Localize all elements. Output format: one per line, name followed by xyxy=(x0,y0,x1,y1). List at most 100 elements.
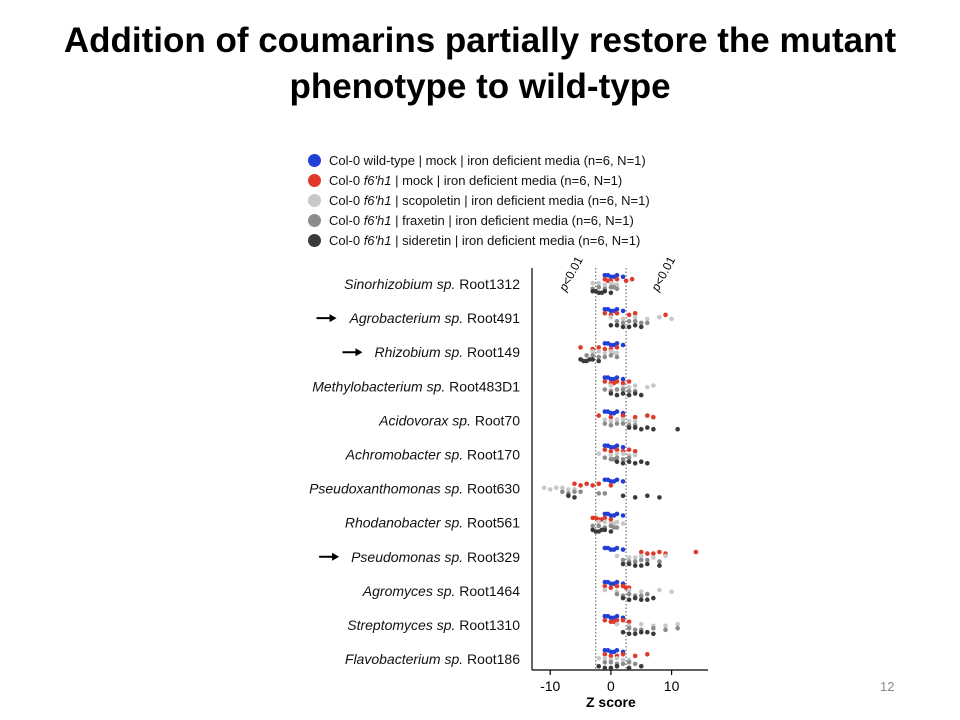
slide-number: 12 xyxy=(880,679,895,694)
data-point xyxy=(614,417,620,422)
data-point xyxy=(657,559,662,564)
data-point xyxy=(675,621,680,627)
data-point xyxy=(614,311,620,316)
data-point xyxy=(632,315,638,320)
data-point xyxy=(638,557,644,563)
category-genus: Sinorhizobium sp. xyxy=(344,276,455,292)
legend-marker xyxy=(308,193,321,207)
data-point xyxy=(593,529,599,534)
data-point xyxy=(651,426,656,432)
data-point xyxy=(620,657,626,663)
data-point xyxy=(645,461,650,466)
data-point xyxy=(602,354,608,360)
data-point xyxy=(663,627,668,633)
data-point xyxy=(572,495,577,500)
data-point xyxy=(620,316,626,322)
data-point xyxy=(620,421,626,426)
data-point xyxy=(626,597,632,602)
data-point xyxy=(663,623,668,629)
data-point xyxy=(657,315,662,320)
data-point xyxy=(605,272,611,278)
data-point xyxy=(645,493,650,499)
category-strain: Root329 xyxy=(463,549,520,565)
data-point xyxy=(608,665,614,671)
data-point xyxy=(614,387,620,392)
data-point xyxy=(626,660,632,665)
category-strain: Root561 xyxy=(463,515,520,531)
data-point xyxy=(632,414,638,420)
data-point xyxy=(590,353,595,358)
data-point xyxy=(638,589,644,594)
data-point xyxy=(602,417,608,422)
data-point xyxy=(626,319,632,324)
category-label: Agrobacterium sp. Root491 xyxy=(349,310,521,326)
data-point xyxy=(614,553,620,559)
data-point xyxy=(599,527,605,533)
data-point xyxy=(590,483,595,488)
data-point xyxy=(620,461,626,466)
legend-item: Col-0 f6'h1 | scopoletin | iron deficien… xyxy=(308,190,650,210)
data-point xyxy=(620,457,626,462)
data-point xyxy=(632,453,638,458)
legend-item: Col-0 f6'h1 | sideretin | iron deficient… xyxy=(308,230,650,250)
data-point xyxy=(608,323,614,328)
category-strain: Root483D1 xyxy=(445,378,520,394)
data-point xyxy=(620,413,626,418)
data-point xyxy=(608,453,614,458)
threshold-label: p<0.01 xyxy=(648,254,678,294)
data-point xyxy=(590,523,595,529)
data-point xyxy=(626,447,632,453)
data-point xyxy=(657,563,662,568)
category-label: Rhizobium sp. Root149 xyxy=(374,344,520,360)
data-point xyxy=(602,282,608,288)
highlight-arrow-head xyxy=(329,314,337,323)
data-point xyxy=(632,627,638,633)
data-point xyxy=(645,652,650,657)
legend-label: Col-0 f6'h1 | scopoletin | iron deficien… xyxy=(329,192,650,208)
data-point xyxy=(596,664,602,669)
category-strain: Root630 xyxy=(463,481,520,497)
data-point xyxy=(602,660,608,665)
data-point xyxy=(632,449,638,454)
data-point xyxy=(593,288,599,294)
legend-label: Col-0 wild-type | mock | iron deficient … xyxy=(329,152,646,168)
data-point xyxy=(566,493,571,499)
data-point xyxy=(602,617,608,623)
data-point xyxy=(620,445,626,450)
data-point xyxy=(541,485,547,491)
data-point xyxy=(602,652,608,657)
data-point xyxy=(608,383,614,388)
category-label: Sinorhizobium sp. Root1312 xyxy=(344,276,520,292)
data-point xyxy=(605,443,611,449)
category-label: Rhodanobacter sp. Root561 xyxy=(345,515,520,531)
data-point xyxy=(593,515,599,521)
category-genus: Rhizobium sp. xyxy=(374,344,463,360)
data-point xyxy=(626,631,632,637)
data-point xyxy=(626,312,632,318)
category-genus: Achromobacter sp. xyxy=(345,447,464,463)
data-point xyxy=(620,479,626,484)
data-point xyxy=(620,521,626,526)
data-point xyxy=(611,525,617,530)
data-point xyxy=(560,485,565,491)
data-point xyxy=(614,656,620,661)
data-point xyxy=(632,653,638,659)
data-point xyxy=(638,459,644,465)
data-point xyxy=(657,495,662,500)
data-point xyxy=(626,591,632,597)
chart-legend: Col-0 wild-type | mock | iron deficient … xyxy=(308,150,650,250)
data-point xyxy=(638,664,644,669)
data-point xyxy=(614,354,620,360)
data-point xyxy=(614,286,620,292)
data-point xyxy=(620,376,626,382)
data-point xyxy=(626,555,632,560)
data-point xyxy=(638,563,644,568)
data-point xyxy=(645,591,650,597)
data-point xyxy=(620,493,626,499)
category-genus: Pseudoxanthomonas sp. xyxy=(309,481,463,497)
data-point xyxy=(620,451,626,457)
data-point xyxy=(632,311,638,316)
category-strain: Root186 xyxy=(463,651,520,667)
data-point xyxy=(663,312,668,318)
data-point xyxy=(602,665,608,671)
